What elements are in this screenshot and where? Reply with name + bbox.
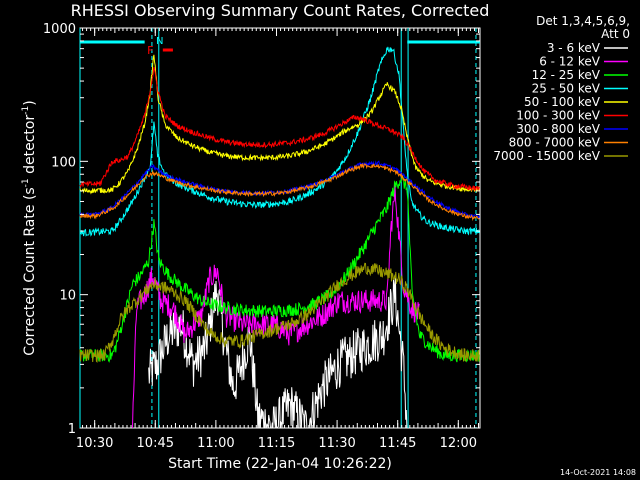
x-tick-label: 10:45 <box>137 436 174 451</box>
legend-label: 6 - 12 keV <box>539 55 601 69</box>
series-line-4 <box>79 54 480 195</box>
y-tick-label: 1000 <box>43 22 76 37</box>
x-tick-label: 10:30 <box>76 436 113 451</box>
y-axis-label: Corrected Count Rate (s-1 detector-1) <box>21 100 38 355</box>
x-tick-label: 11:15 <box>258 436 295 451</box>
legend-label: 300 - 800 keV <box>516 122 600 136</box>
y-tick-label: 1 <box>68 422 76 437</box>
x-tick-label: 11:00 <box>197 436 234 451</box>
legend-header: Det 1,3,4,5,6,9, <box>536 14 630 28</box>
flare-flag-f: F <box>147 44 153 57</box>
series-layer <box>79 46 480 429</box>
x-tick-label: 12:00 <box>440 436 477 451</box>
y-tick-label: 10 <box>59 289 76 304</box>
y-axis: 1 10 100 1000 <box>43 22 480 437</box>
legend-label: 800 - 7000 keV <box>509 136 601 150</box>
x-axis: 10:30 10:45 11:00 11:15 11:30 11:45 12:00 <box>76 28 480 451</box>
night-flag-n: N <box>156 36 163 47</box>
series-line-1 <box>132 182 420 429</box>
x-tick-label: 11:45 <box>379 436 416 451</box>
series-line-0 <box>148 274 408 429</box>
legend-label: 3 - 6 keV <box>547 41 601 55</box>
legend-label: 100 - 300 keV <box>516 109 600 123</box>
legend-label: 7000 - 15000 keV <box>493 149 600 163</box>
series-line-2 <box>79 175 480 363</box>
series-line-8 <box>79 262 480 363</box>
legend-label: 50 - 100 keV <box>524 95 601 109</box>
legend-label: 25 - 50 keV <box>532 82 601 96</box>
footer-timestamp: 14-Oct-2021 14:08 <box>560 468 636 477</box>
legend-label: 12 - 25 keV <box>532 68 601 82</box>
x-axis-label: Start Time (22-Jan-04 10:26:22) <box>168 456 392 472</box>
chart-title: RHESSI Observing Summary Count Rates, Co… <box>71 1 490 20</box>
series-line-7 <box>79 162 480 222</box>
x-tick-label: 11:30 <box>318 436 355 451</box>
series-line-5 <box>79 67 480 192</box>
legend-header-att: Att 0 <box>601 27 630 41</box>
y-tick-label: 100 <box>51 155 76 170</box>
